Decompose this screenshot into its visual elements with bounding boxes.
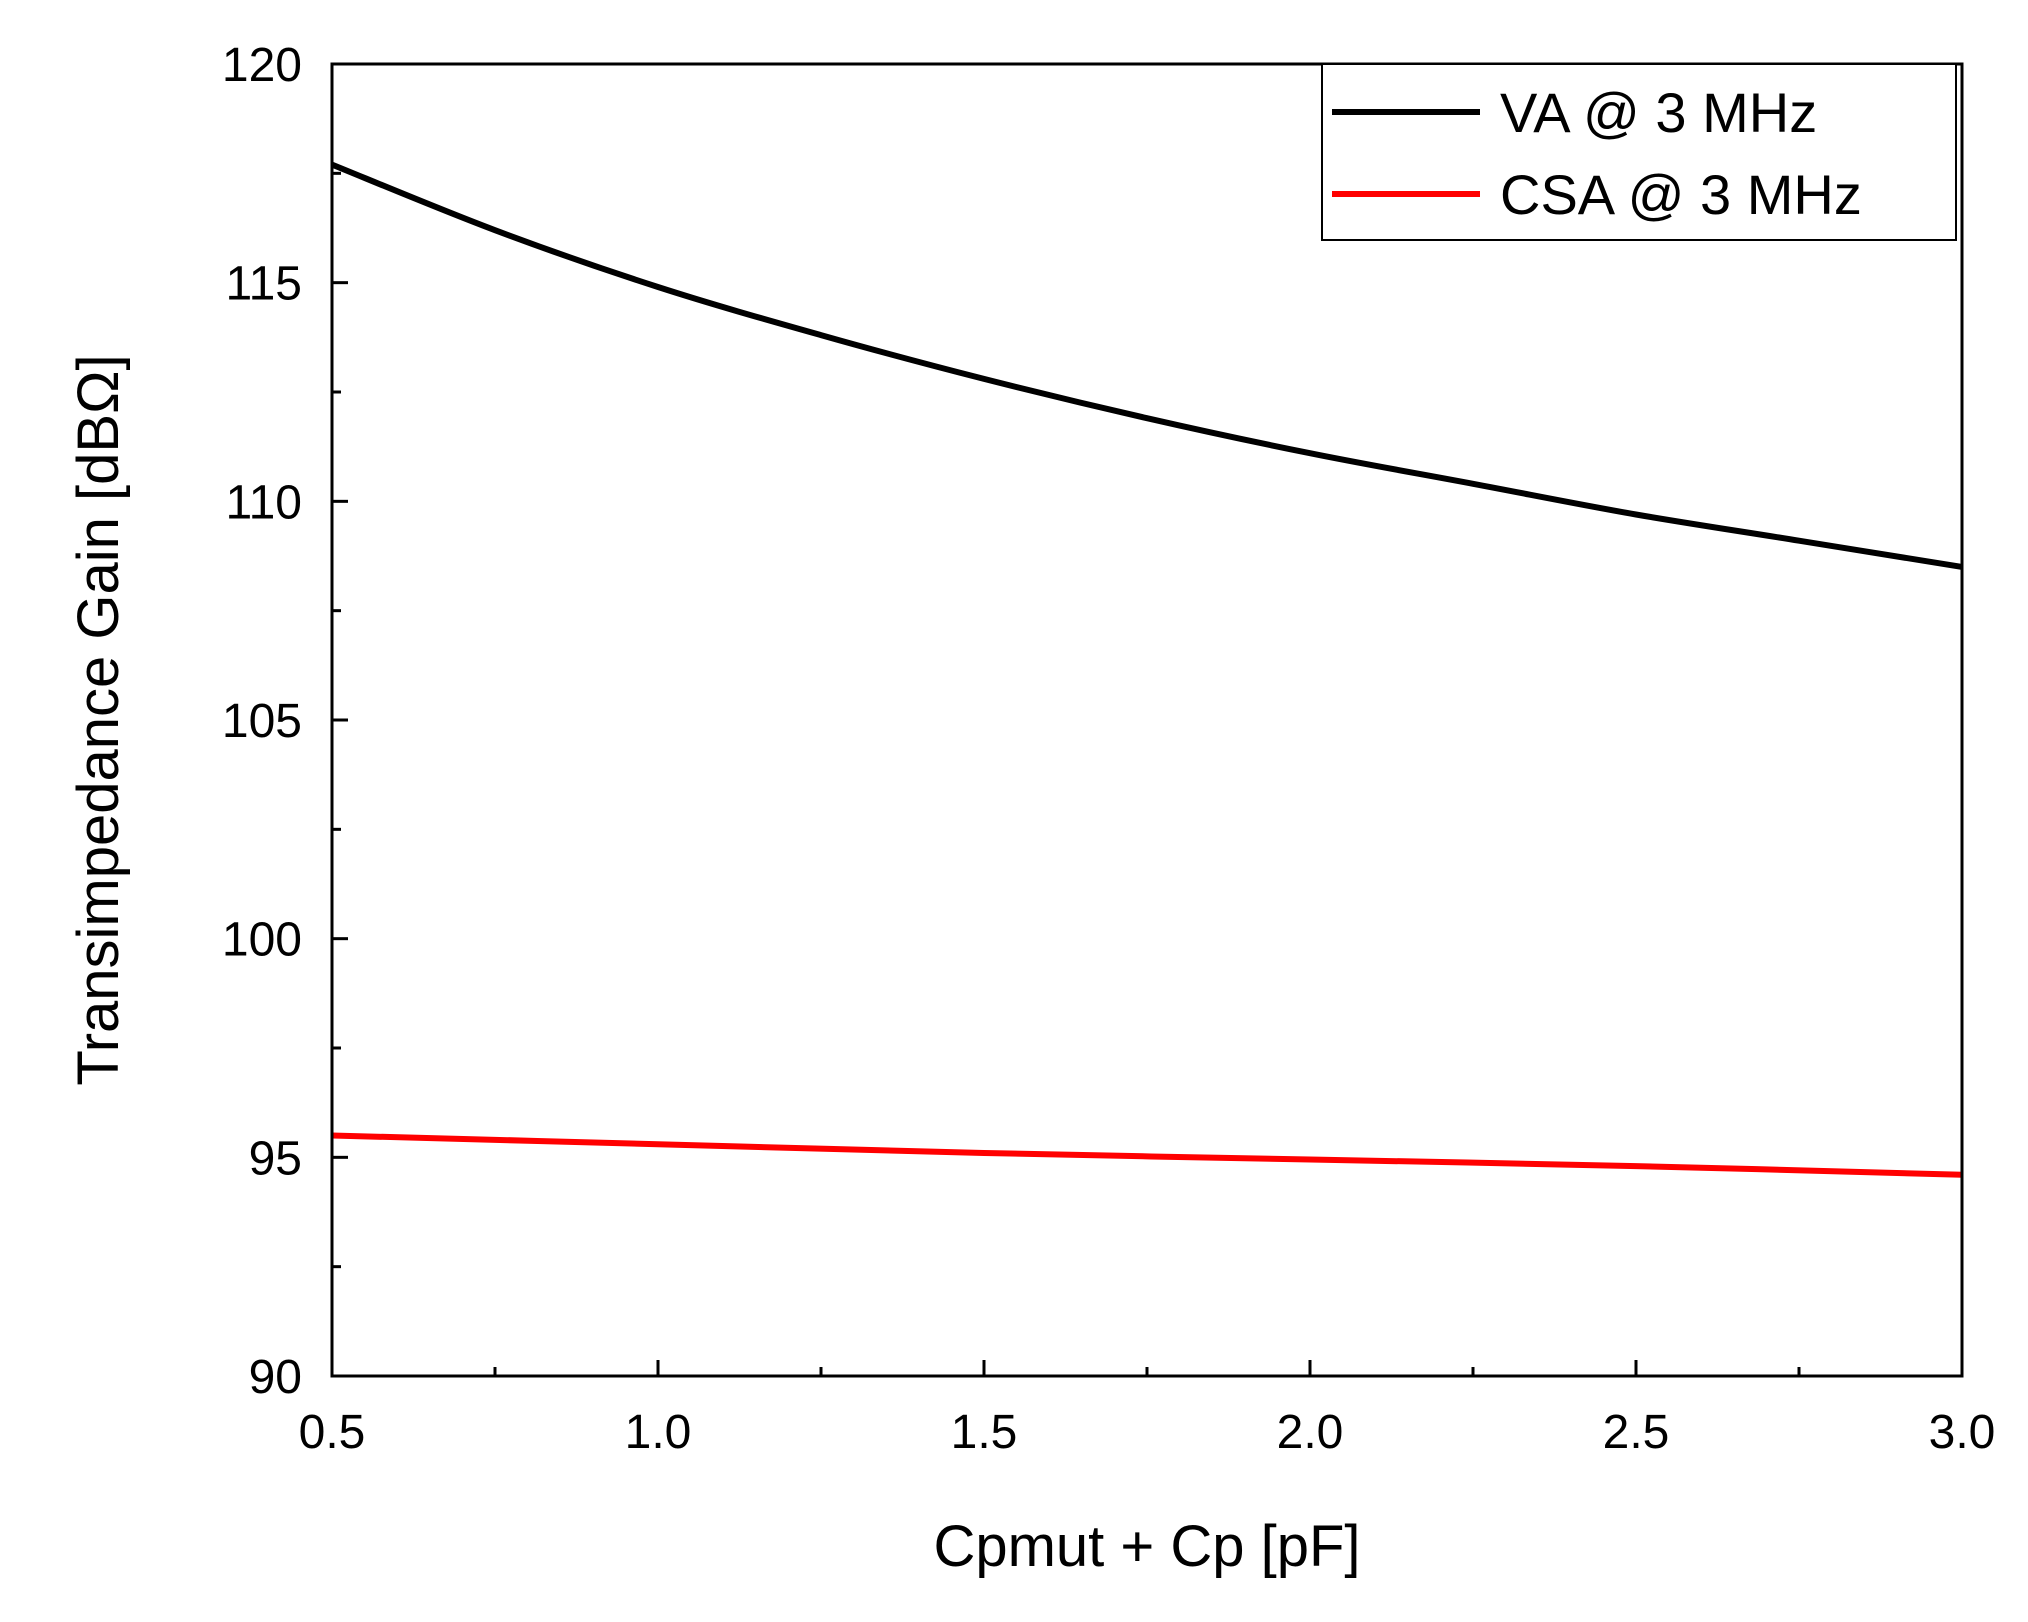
x-tick-label: 1.5 [951, 1406, 1018, 1459]
series-line-csa [331, 1132, 1963, 1178]
x-tick-label: 2.5 [1603, 1406, 1670, 1459]
x-tick-label: 0.5 [299, 1406, 366, 1459]
x-tick-label: 1.0 [625, 1406, 692, 1459]
x-tick-label: 3.0 [1929, 1406, 1996, 1459]
plot-layer [330, 161, 1963, 1178]
legend-label-va: VA @ 3 MHz [1500, 81, 1817, 144]
y-tick-label: 105 [222, 695, 302, 748]
legend: VA @ 3 MHz CSA @ 3 MHz [1321, 63, 1957, 241]
series-line-va [330, 161, 1963, 570]
legend-box [1321, 63, 1957, 241]
y-tick-label: 90 [249, 1351, 302, 1404]
legend-label-csa: CSA @ 3 MHz [1500, 163, 1862, 226]
x-tick-label: 2.0 [1277, 1406, 1344, 1459]
y-tick-label: 115 [225, 258, 302, 311]
x-axis-title: Cpmut + Cp [pF] [933, 1514, 1360, 1579]
ticks-layer: 0.5 1.0 1.5 2.0 2.5 3.0 90 95 100 105 110 115 120 [222, 39, 1995, 1459]
y-tick-label: 120 [222, 39, 302, 92]
y-tick-label: 110 [225, 476, 302, 529]
y-tick-label: 95 [249, 1132, 302, 1185]
y-tick-label: 100 [222, 914, 302, 967]
y-axis-title: Transimpedance Gain [dBΩ] [66, 354, 131, 1085]
